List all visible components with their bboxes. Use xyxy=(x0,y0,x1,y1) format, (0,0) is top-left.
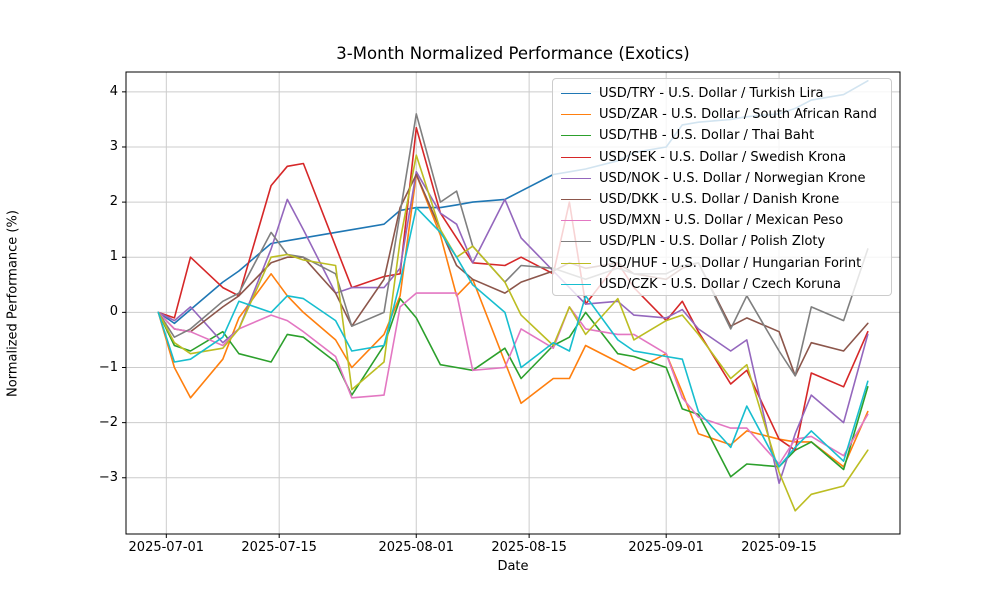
series-line-USD-DKK xyxy=(157,173,869,377)
legend-label: USD/ZAR - U.S. Dollar / South African Ra… xyxy=(599,107,877,123)
x-tick-label: 2025-08-15 xyxy=(491,540,567,555)
legend-item-USD-SEK: USD/SEK - U.S. Dollar / Swedish Krona xyxy=(561,147,891,168)
legend-label: USD/MXN - U.S. Dollar / Mexican Peso xyxy=(599,213,844,229)
y-tick-label: −3 xyxy=(98,469,118,485)
y-tick-label: 3 xyxy=(109,138,118,154)
legend-item-USD-CZK: USD/CZK - U.S. Dollar / Czech Koruna xyxy=(561,274,891,295)
legend-label: USD/NOK - U.S. Dollar / Norwegian Krone xyxy=(599,170,866,186)
legend-line-sample xyxy=(561,262,591,264)
y-tick-label: 4 xyxy=(109,83,118,99)
legend-label: USD/SEK - U.S. Dollar / Swedish Krona xyxy=(599,149,847,165)
legend-line-sample xyxy=(561,199,591,201)
legend-item-USD-NOK: USD/NOK - U.S. Dollar / Norwegian Krone xyxy=(561,168,891,189)
series-line-USD-MXN xyxy=(157,292,869,465)
legend-line-sample xyxy=(561,220,591,222)
legend-item-USD-PLN: USD/PLN - U.S. Dollar / Polish Zloty xyxy=(561,231,891,252)
series-line-USD-SEK xyxy=(157,126,869,452)
legend-label: USD/HUF - U.S. Dollar / Hungarian Forint xyxy=(599,255,862,271)
series-line-USD-THB xyxy=(157,297,869,478)
series-line-USD-ZAR xyxy=(157,173,869,468)
legend-line-sample xyxy=(561,241,591,243)
chart-title: 3-Month Normalized Performance (Exotics) xyxy=(336,44,690,63)
series-line-USD-NOK xyxy=(157,171,869,485)
legend-line-sample xyxy=(561,177,591,179)
legend-label: USD/THB - U.S. Dollar / Thai Baht xyxy=(599,128,815,144)
axes-frame xyxy=(125,71,901,535)
legend-line-sample xyxy=(561,156,591,158)
x-tick-label: 2025-07-15 xyxy=(241,540,317,555)
legend-item-USD-THB: USD/THB - U.S. Dollar / Thai Baht xyxy=(561,125,891,146)
legend-label: USD/PLN - U.S. Dollar / Polish Zloty xyxy=(599,234,826,250)
legend: USD/TRY - U.S. Dollar / Turkish Lira USD/… xyxy=(552,78,892,296)
legend-item-USD-MXN: USD/MXN - U.S. Dollar / Mexican Peso xyxy=(561,210,891,231)
legend-line-sample xyxy=(561,114,591,116)
legend-item-USD-DKK: USD/DKK - U.S. Dollar / Danish Krone xyxy=(561,189,891,210)
legend-line-sample xyxy=(561,93,591,95)
series-line-USD-CZK xyxy=(157,206,869,468)
y-tick-label: 2 xyxy=(109,194,118,210)
legend-item-USD-HUF: USD/HUF - U.S. Dollar / Hungarian Forint xyxy=(561,253,891,274)
y-tick-label: 1 xyxy=(109,249,118,265)
x-tick-label: 2025-09-01 xyxy=(628,540,704,555)
legend-label: USD/DKK - U.S. Dollar / Danish Krone xyxy=(599,192,840,208)
x-axis-label: Date xyxy=(497,559,529,574)
legend-label: USD/TRY - U.S. Dollar / Turkish Lira xyxy=(599,86,824,102)
legend-item-USD-ZAR: USD/ZAR - U.S. Dollar / South African Ra… xyxy=(561,104,891,125)
y-axis-label: Normalized Performance (%) xyxy=(5,210,21,397)
legend-line-sample xyxy=(561,283,591,285)
x-tick-label: 2025-07-01 xyxy=(128,540,205,555)
x-tick-label: 2025-09-15 xyxy=(741,540,817,555)
y-tick-label: −2 xyxy=(98,414,118,430)
legend-line-sample xyxy=(561,135,591,137)
x-tick-label: 2025-08-01 xyxy=(378,540,455,555)
series-line-USD-HUF xyxy=(157,154,869,512)
legend-label: USD/CZK - U.S. Dollar / Czech Koruna xyxy=(599,276,841,292)
y-tick-label: −1 xyxy=(98,359,118,375)
legend-item-USD-TRY: USD/TRY - U.S. Dollar / Turkish Lira xyxy=(561,83,891,104)
y-tick-label: 0 xyxy=(109,304,118,320)
